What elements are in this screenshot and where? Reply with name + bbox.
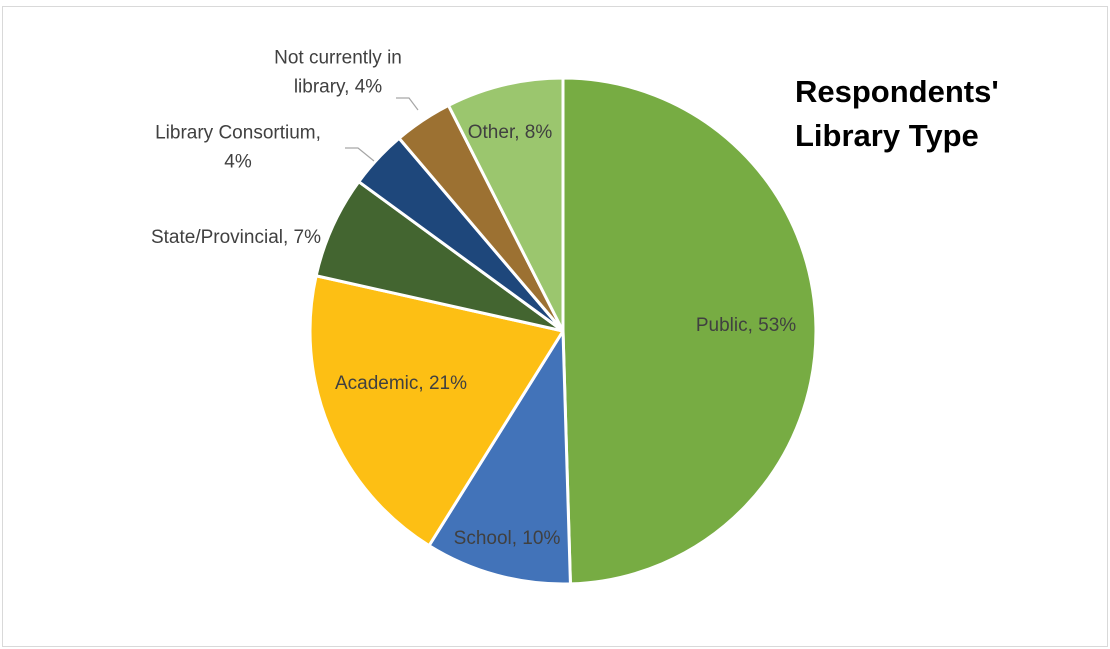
- slice-labels: Public, 53% School, 10% Academic, 21% State…: [151, 48, 796, 550]
- leader-line-library-consortium: [345, 147, 375, 162]
- slice-label-line: Academic, 21%: [335, 373, 467, 394]
- slice-label-line: Other, 8%: [468, 122, 553, 143]
- pie-slice-academic: [308, 274, 565, 548]
- leader-lines: [345, 97, 419, 162]
- slice-label-academic: Academic, 21%: [335, 373, 467, 394]
- slice-label-line: State/Provincial, 7%: [151, 227, 321, 248]
- slice-label-other: Other, 8%: [468, 122, 553, 143]
- pie-slice-public: [561, 76, 818, 586]
- slice-label-not-currently-in-library: Not currently in library, 4%: [274, 48, 402, 98]
- chart-title-line-1: Respondents': [795, 74, 999, 109]
- pie-slices: [308, 76, 818, 586]
- leader-line-not-currently-in-library: [396, 97, 419, 111]
- slice-label-line: library, 4%: [294, 77, 382, 98]
- chart-title-line-2: Library Type: [795, 118, 979, 153]
- slice-label-line: Not currently in: [274, 48, 402, 69]
- pie-slice-other: [446, 76, 565, 333]
- slice-label-line: 4%: [224, 152, 252, 173]
- slice-label-line: School, 10%: [454, 528, 561, 549]
- slice-label-line: Public, 53%: [696, 315, 796, 336]
- slice-label-state-provincial: State/Provincial, 7%: [151, 227, 321, 248]
- slice-label-school: School, 10%: [454, 528, 561, 549]
- slice-label-line: Library Consortium,: [155, 123, 321, 144]
- slice-label-public: Public, 53%: [696, 315, 796, 336]
- pie-slice-school: [427, 329, 572, 586]
- slice-label-library-consortium: Library Consortium, 4%: [155, 123, 321, 173]
